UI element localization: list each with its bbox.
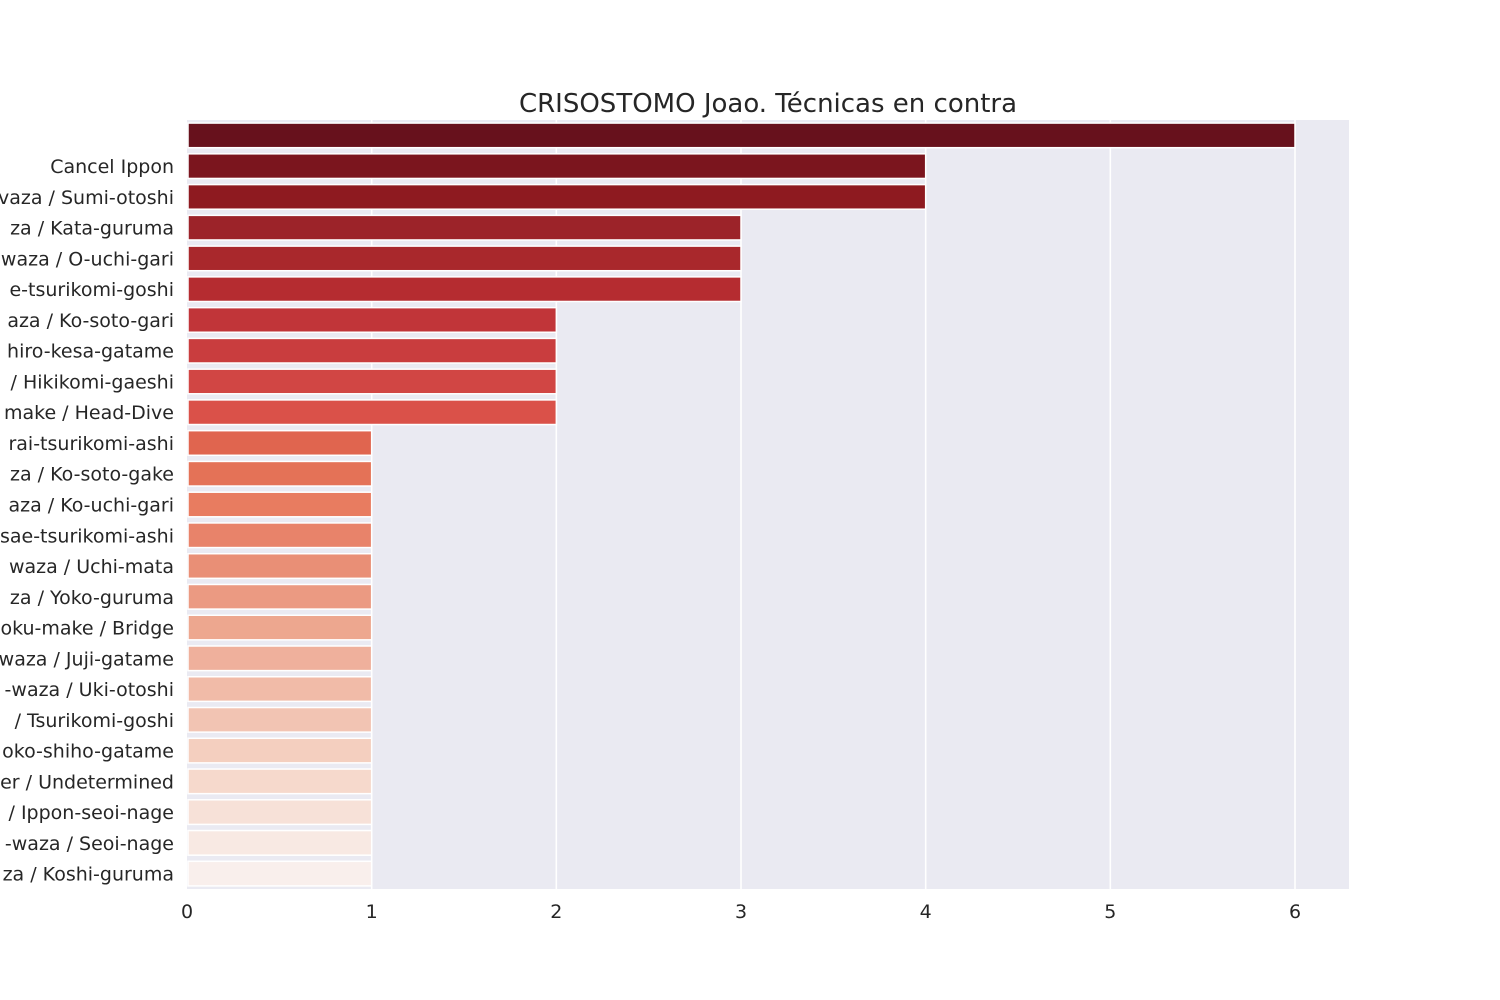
y-tick-label: aza / Ko-uchi-gari <box>8 495 174 517</box>
bar <box>187 460 373 487</box>
y-tick-label: za / Koshi-guruma <box>3 864 174 886</box>
x-axis-tick-labels: 0 1 2 3 4 5 6 <box>181 901 1301 923</box>
y-axis-tick-labels: Cancel Ippon vaza / Sumi-otoshi za / Kata-… <box>0 156 174 885</box>
bar <box>187 799 373 826</box>
bar <box>187 768 373 795</box>
bar <box>187 614 373 641</box>
chart-title: CRISOSTOMO Joao. Técnicas en contra <box>519 89 1017 119</box>
bar <box>187 737 373 764</box>
bar <box>187 429 373 457</box>
bar <box>187 829 373 856</box>
bar <box>187 153 927 180</box>
y-tick-label: -waza / Uki-otoshi <box>5 679 174 701</box>
y-tick-label: za / Yoko-guruma <box>10 587 174 609</box>
y-tick-label: e-tsurikomi-goshi <box>9 279 174 301</box>
y-tick-label: Cancel Ippon <box>50 156 174 178</box>
y-tick-label: make / Head-Dive <box>4 402 174 424</box>
bar <box>187 276 742 303</box>
bar <box>187 552 373 580</box>
bar <box>187 522 373 549</box>
x-tick-label: 6 <box>1289 901 1301 923</box>
bar <box>187 245 742 272</box>
bars <box>187 122 1296 887</box>
bar <box>187 399 558 426</box>
bar <box>187 368 558 395</box>
bar <box>187 122 1296 149</box>
bar <box>187 706 373 733</box>
bar <box>187 214 742 241</box>
bar <box>187 645 373 672</box>
y-tick-label: / Hikikomi-gaeshi <box>11 371 175 393</box>
x-tick-label: 2 <box>550 901 562 923</box>
y-tick-label: za / Kata-guruma <box>10 218 174 240</box>
y-tick-label: vaza / Sumi-otoshi <box>0 187 174 209</box>
bar <box>187 860 373 887</box>
x-tick-label: 3 <box>735 901 747 923</box>
bar <box>187 306 558 333</box>
y-tick-label: / Ippon-seoi-nage <box>9 802 174 824</box>
y-tick-label: waza / O-uchi-gari <box>1 248 174 270</box>
y-tick-label: waza / Uchi-mata <box>9 556 174 578</box>
y-tick-label: / Tsurikomi-goshi <box>15 710 174 732</box>
x-tick-label: 5 <box>1104 901 1116 923</box>
bar <box>187 676 373 703</box>
y-tick-label: -waza / Seoi-nage <box>5 833 174 855</box>
y-tick-label: oku-make / Bridge <box>0 618 174 640</box>
bar <box>187 337 558 364</box>
y-tick-label: rai-tsurikomi-ashi <box>8 433 174 455</box>
y-tick-label: aza / Ko-soto-gari <box>7 310 174 332</box>
bar <box>187 583 373 610</box>
y-tick-label: za / Ko-soto-gake <box>10 464 174 486</box>
bar <box>187 491 373 518</box>
y-tick-label: sae-tsurikomi-ashi <box>0 525 174 547</box>
x-tick-label: 0 <box>181 901 193 923</box>
y-tick-label: er / Undetermined <box>0 771 174 793</box>
y-tick-label: hiro-kesa-gatame <box>7 341 174 363</box>
bar <box>187 183 927 210</box>
y-tick-label: waza / Juji-gatame <box>0 648 174 670</box>
x-tick-label: 1 <box>366 901 378 923</box>
x-tick-label: 4 <box>920 901 932 923</box>
y-tick-label: oko-shiho-gatame <box>2 741 174 763</box>
